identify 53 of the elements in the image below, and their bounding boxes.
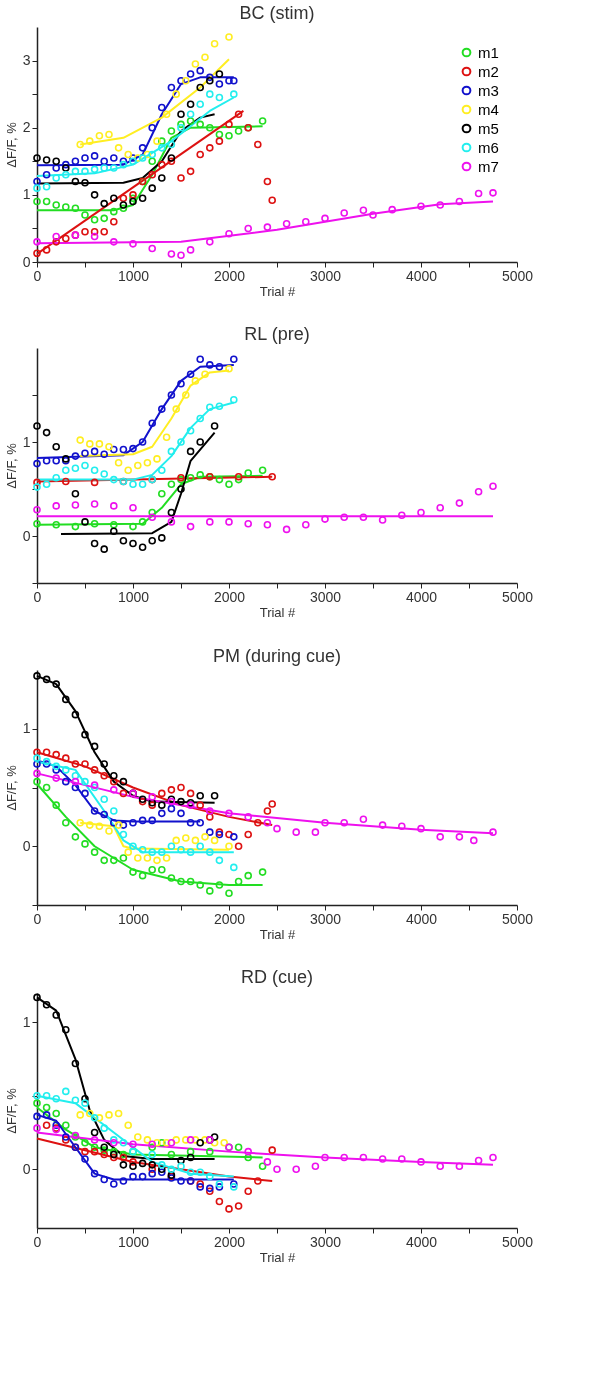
y-axis-title: ΔF/F, % bbox=[3, 121, 19, 168]
x-tick-label: 4000 bbox=[405, 588, 438, 605]
chart-title: RL (pre) bbox=[244, 324, 310, 344]
x-tick-label: 4000 bbox=[405, 267, 438, 284]
y-tick-label: 1 bbox=[22, 720, 31, 737]
y-tick-label: 0 bbox=[22, 253, 31, 270]
legend-label: m3 bbox=[478, 81, 499, 99]
x-tick-label: 2000 bbox=[213, 588, 246, 605]
x-tick-label: 3000 bbox=[309, 1233, 342, 1250]
x-tick-label: 3000 bbox=[309, 910, 342, 927]
legend-label: m7 bbox=[478, 157, 499, 175]
chart-title: RD (cue) bbox=[240, 967, 314, 988]
x-tick-label: 5000 bbox=[501, 267, 534, 284]
x-axis-title: Trial # bbox=[259, 604, 297, 620]
legend-label: m1 bbox=[478, 43, 499, 61]
x-tick-label: 0 bbox=[33, 267, 42, 284]
x-tick-label: 2000 bbox=[213, 267, 246, 284]
x-tick-label: 2000 bbox=[213, 910, 246, 927]
x-tick-label: 3000 bbox=[309, 588, 342, 605]
legend-label: m5 bbox=[478, 119, 499, 137]
legend-label: m2 bbox=[478, 62, 499, 80]
x-axis-title: Trial # bbox=[259, 283, 297, 299]
x-tick-label: 5000 bbox=[501, 588, 534, 605]
x-tick-label: 2000 bbox=[213, 1233, 246, 1250]
x-tick-label: 4000 bbox=[405, 910, 438, 927]
x-tick-label: 1000 bbox=[117, 910, 150, 927]
x-tick-label: 1000 bbox=[117, 267, 150, 284]
x-tick-label: 0 bbox=[33, 1233, 42, 1250]
y-tick-label: 0 bbox=[22, 837, 31, 854]
y-tick-label: 3 bbox=[22, 52, 31, 69]
x-tick-label: 5000 bbox=[501, 1233, 534, 1250]
x-tick-label: 1000 bbox=[117, 588, 150, 605]
y-tick-label: 1 bbox=[22, 186, 31, 203]
y-tick-label: 1 bbox=[22, 433, 31, 450]
y-tick-label: 0 bbox=[22, 1160, 31, 1177]
x-tick-label: 5000 bbox=[501, 910, 534, 927]
x-tick-label: 3000 bbox=[309, 267, 342, 284]
y-tick-label: 1 bbox=[22, 1013, 31, 1030]
chart-title: BC (stim) bbox=[239, 3, 315, 23]
x-tick-label: 1000 bbox=[117, 1233, 150, 1250]
x-axis-title: Trial # bbox=[259, 1249, 297, 1265]
chart-title: PM (during cue) bbox=[212, 645, 342, 666]
x-axis-title: Trial # bbox=[259, 926, 297, 942]
y-axis-title: ΔF/F, % bbox=[3, 1087, 19, 1134]
y-axis-title: ΔF/F, % bbox=[3, 764, 19, 811]
x-tick-label: 0 bbox=[33, 588, 42, 605]
x-tick-label: 4000 bbox=[405, 1233, 438, 1250]
legend-label: m4 bbox=[478, 100, 499, 118]
y-tick-label: 0 bbox=[22, 527, 31, 544]
y-axis-title: ΔF/F, % bbox=[3, 442, 19, 489]
y-tick-label: 2 bbox=[22, 119, 31, 136]
x-tick-label: 0 bbox=[33, 910, 42, 927]
legend-label: m6 bbox=[478, 138, 499, 156]
